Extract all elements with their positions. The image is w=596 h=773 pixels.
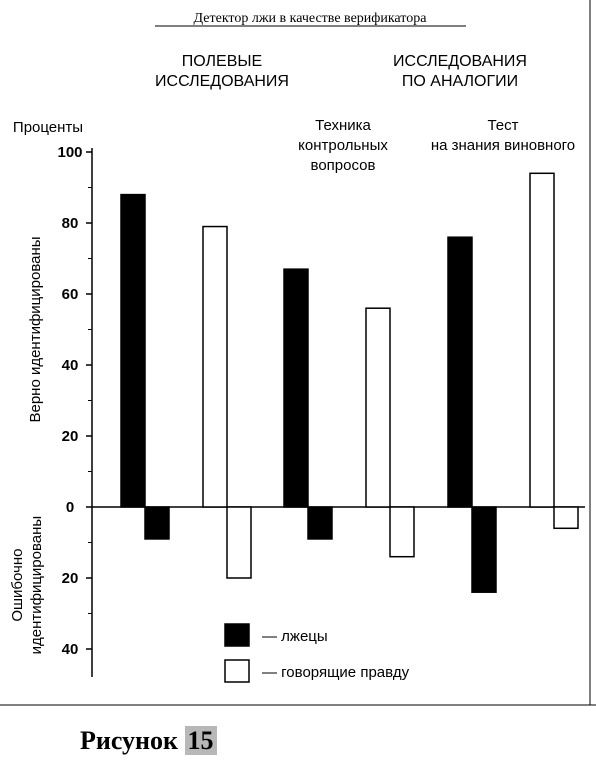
legend-entry: — говорящие правду <box>262 664 410 681</box>
y-label-wrong: Ошибочно <box>9 549 26 622</box>
technique-label-cqt: Техника контрольных вопросов <box>298 117 388 174</box>
technique-label-gkt: Тест на знания виновного <box>431 117 575 154</box>
bar-correct-liars <box>447 236 473 508</box>
bar-wrong-liars <box>307 506 333 540</box>
legend-entry: — лжецы <box>262 628 328 645</box>
y-label-wrong: идентифицированы <box>28 516 45 655</box>
figure-caption: Рисунок 15 <box>80 726 217 756</box>
y-tick-label: 80 <box>62 215 79 232</box>
y-tick-label: 100 <box>57 144 82 161</box>
y-tick-label: 40 <box>62 357 79 374</box>
bar-correct-truthful <box>202 225 228 508</box>
bar-wrong-liars <box>144 506 170 540</box>
chart-title: Детектор лжи в качестве верификатора <box>194 11 428 26</box>
y-tick-label: 40 <box>62 641 79 658</box>
bar-wrong-truthful <box>226 506 252 579</box>
y-label-correct: Верно идентифицированы <box>27 236 44 422</box>
figure-caption-label: Рисунок <box>80 726 179 755</box>
y-tick-label: 60 <box>62 286 79 303</box>
legend-swatch <box>224 623 250 647</box>
y-tick-label: 0 <box>66 499 74 516</box>
bar-wrong-liars <box>471 506 497 593</box>
y-tick-label: 20 <box>62 570 79 587</box>
bar-correct-liars <box>120 193 146 508</box>
bar-correct-truthful <box>529 172 555 508</box>
y-tick-label: 20 <box>62 428 79 445</box>
legend-swatch <box>224 659 250 683</box>
group-header-analog: ИССЛЕДОВАНИЯ ПО АНАЛОГИИ <box>393 53 527 90</box>
y-units-label: Проценты <box>13 119 83 136</box>
bar-correct-liars <box>283 268 309 508</box>
bar-correct-truthful <box>365 307 391 508</box>
bar-wrong-truthful <box>389 506 415 558</box>
group-header-field: ПОЛЕВЫЕ ИССЛЕДОВАНИЯ <box>155 53 289 90</box>
bar-wrong-truthful <box>553 506 579 530</box>
figure-caption-number: 15 <box>184 726 217 755</box>
